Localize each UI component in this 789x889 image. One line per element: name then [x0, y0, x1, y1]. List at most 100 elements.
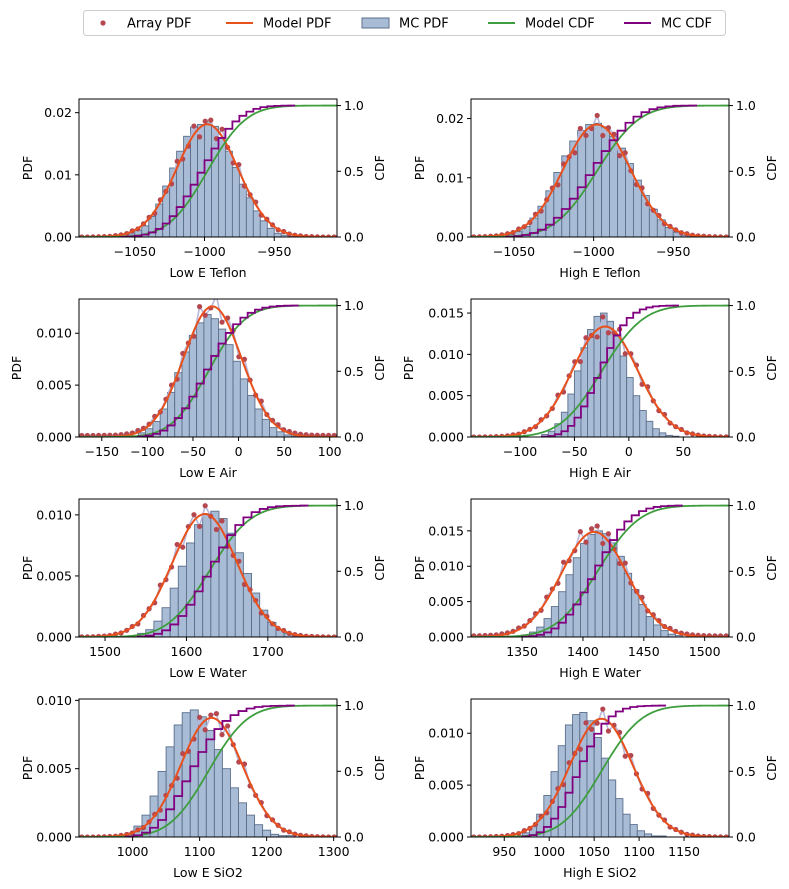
y2-tick-label: 1.0	[736, 298, 756, 313]
legend-entry: Model PDF	[226, 17, 332, 32]
subplot-panel: 950 1000 1050 1100 1150 0.000 0.005 0.010 0.0 0.5…	[412, 698, 779, 880]
array-pdf-point	[219, 126, 225, 132]
x-tick-label: 50	[675, 444, 691, 459]
mc-pdf-bar	[273, 232, 282, 237]
mc-pdf-bar	[593, 122, 603, 237]
mc-pdf-bar	[593, 736, 602, 837]
legend-label: Model PDF	[263, 17, 332, 32]
array-pdf-point	[219, 732, 225, 738]
y-tick-label: 0.000	[428, 830, 464, 845]
array-pdf-point	[202, 118, 208, 124]
subplot-panel: −1050 −1000 −950 0.00 0.01 0.02 0.0 0.5 1.0 Low E…	[20, 98, 387, 280]
axes-frame	[78, 498, 338, 638]
array-pdf-point	[174, 541, 180, 548]
legend-label: MC PDF	[399, 17, 449, 32]
array-pdf-point	[572, 150, 578, 156]
y2-tick-label: 0.0	[736, 630, 756, 645]
array-pdf-point	[583, 720, 589, 726]
array-pdf-point	[600, 132, 606, 139]
array-pdf-point	[196, 304, 203, 310]
x-tick-label: 0	[235, 444, 243, 459]
x-tick-label: 1050	[578, 844, 610, 859]
mc-pdf-histogram	[137, 314, 300, 437]
mc-pdf-bar	[572, 714, 581, 837]
mc-pdf-bar	[229, 787, 239, 837]
x-axis-label: High E Air	[569, 465, 632, 480]
mc-pdf-bar	[210, 318, 219, 437]
mc-pdf-bar	[558, 591, 567, 637]
array-pdf-line	[473, 524, 727, 637]
mc-pdf-bar	[174, 372, 183, 437]
y2-tick-label: 1.0	[344, 698, 364, 713]
array-pdf-point	[202, 727, 208, 733]
mc-pdf-bar	[261, 418, 270, 437]
y-tick-label: 0.000	[428, 630, 464, 645]
x-tick-label: −150	[85, 444, 119, 459]
array-pdf-point	[594, 720, 600, 726]
mc-pdf-bar	[632, 395, 641, 437]
model-pdf-curve	[79, 123, 337, 237]
y-axis-label: PDF	[412, 556, 427, 580]
axes-frame	[470, 298, 730, 438]
x-tick-label: 1300	[318, 844, 350, 859]
x-tick-label: −1000	[183, 244, 225, 259]
y2-tick-label: 0.0	[344, 430, 364, 445]
mc-pdf-bar	[190, 126, 198, 237]
array-pdf-point	[577, 358, 583, 365]
plot-area	[471, 104, 729, 237]
model-pdf-curve	[471, 717, 729, 837]
mc-cdf-step	[137, 304, 299, 437]
mc-pdf-bar	[622, 813, 631, 837]
y2-tick-label: 1.0	[736, 498, 756, 513]
array-pdf-point	[79, 432, 85, 437]
mc-pdf-histogram	[505, 122, 698, 237]
mc-pdf-bar	[254, 824, 264, 837]
x-tick-label: 1000	[117, 844, 149, 859]
array-pdf-point	[577, 125, 583, 132]
y-tick-label: 0.010	[428, 347, 464, 362]
mc-pdf-bar	[181, 712, 191, 837]
y-tick-label: 0.005	[36, 378, 72, 393]
array-pdf-point	[202, 503, 208, 509]
mc-pdf-bar	[577, 129, 587, 237]
mc-pdf-bar	[245, 197, 254, 237]
subplot-panel: 1350 1400 1450 1500 0.000 0.005 0.010 0.015 0.0 0…	[412, 498, 779, 680]
plot-area	[79, 104, 337, 237]
plot-area	[471, 704, 729, 837]
x-tick-label: −1000	[572, 244, 614, 259]
array-pdf-point	[214, 293, 219, 298]
array-pdf-point	[191, 123, 197, 129]
mc-pdf-bar	[652, 428, 660, 437]
mc-pdf-bar	[188, 334, 198, 437]
mc-pdf-bar	[636, 830, 645, 837]
x-tick-label: 1100	[184, 844, 216, 859]
array-pdf-point	[594, 334, 600, 340]
array-pdf-point	[588, 726, 595, 732]
x-tick-label: −950	[257, 244, 291, 259]
array-pdf-point	[180, 544, 186, 550]
x-tick-label: 50	[276, 444, 292, 459]
array-pdf-point	[717, 633, 724, 637]
mc-pdf-bar	[221, 768, 231, 837]
mc-pdf-bar	[601, 126, 611, 237]
x-tick-label: 1200	[251, 844, 283, 859]
mc-pdf-bar	[254, 408, 263, 437]
y2-axis-label: CDF	[372, 555, 387, 581]
model-pdf-curve	[79, 716, 337, 837]
array-pdf-point	[577, 529, 583, 535]
legend-marker	[100, 20, 106, 26]
mc-pdf-bar	[266, 227, 275, 237]
legend-entry: Array PDF	[100, 17, 191, 32]
mc-cdf-step	[540, 304, 679, 437]
mc-pdf-bar	[218, 328, 227, 437]
mc-pdf-bar	[276, 431, 285, 437]
x-axis-label: Low E Air	[179, 465, 237, 480]
subplot-panel: −150 −100 −50 0 50 100 0.000 0.005 0.010 0.0 0.5 1.…	[9, 293, 387, 480]
x-tick-label: −1050	[493, 244, 535, 259]
plot-area	[471, 504, 729, 637]
mc-pdf-bar	[181, 351, 190, 437]
mc-pdf-bar	[177, 565, 187, 637]
array-pdf-point	[90, 432, 96, 437]
legend: Array PDF Model PDF MC PDF Model CDF MC CDF	[83, 10, 726, 36]
